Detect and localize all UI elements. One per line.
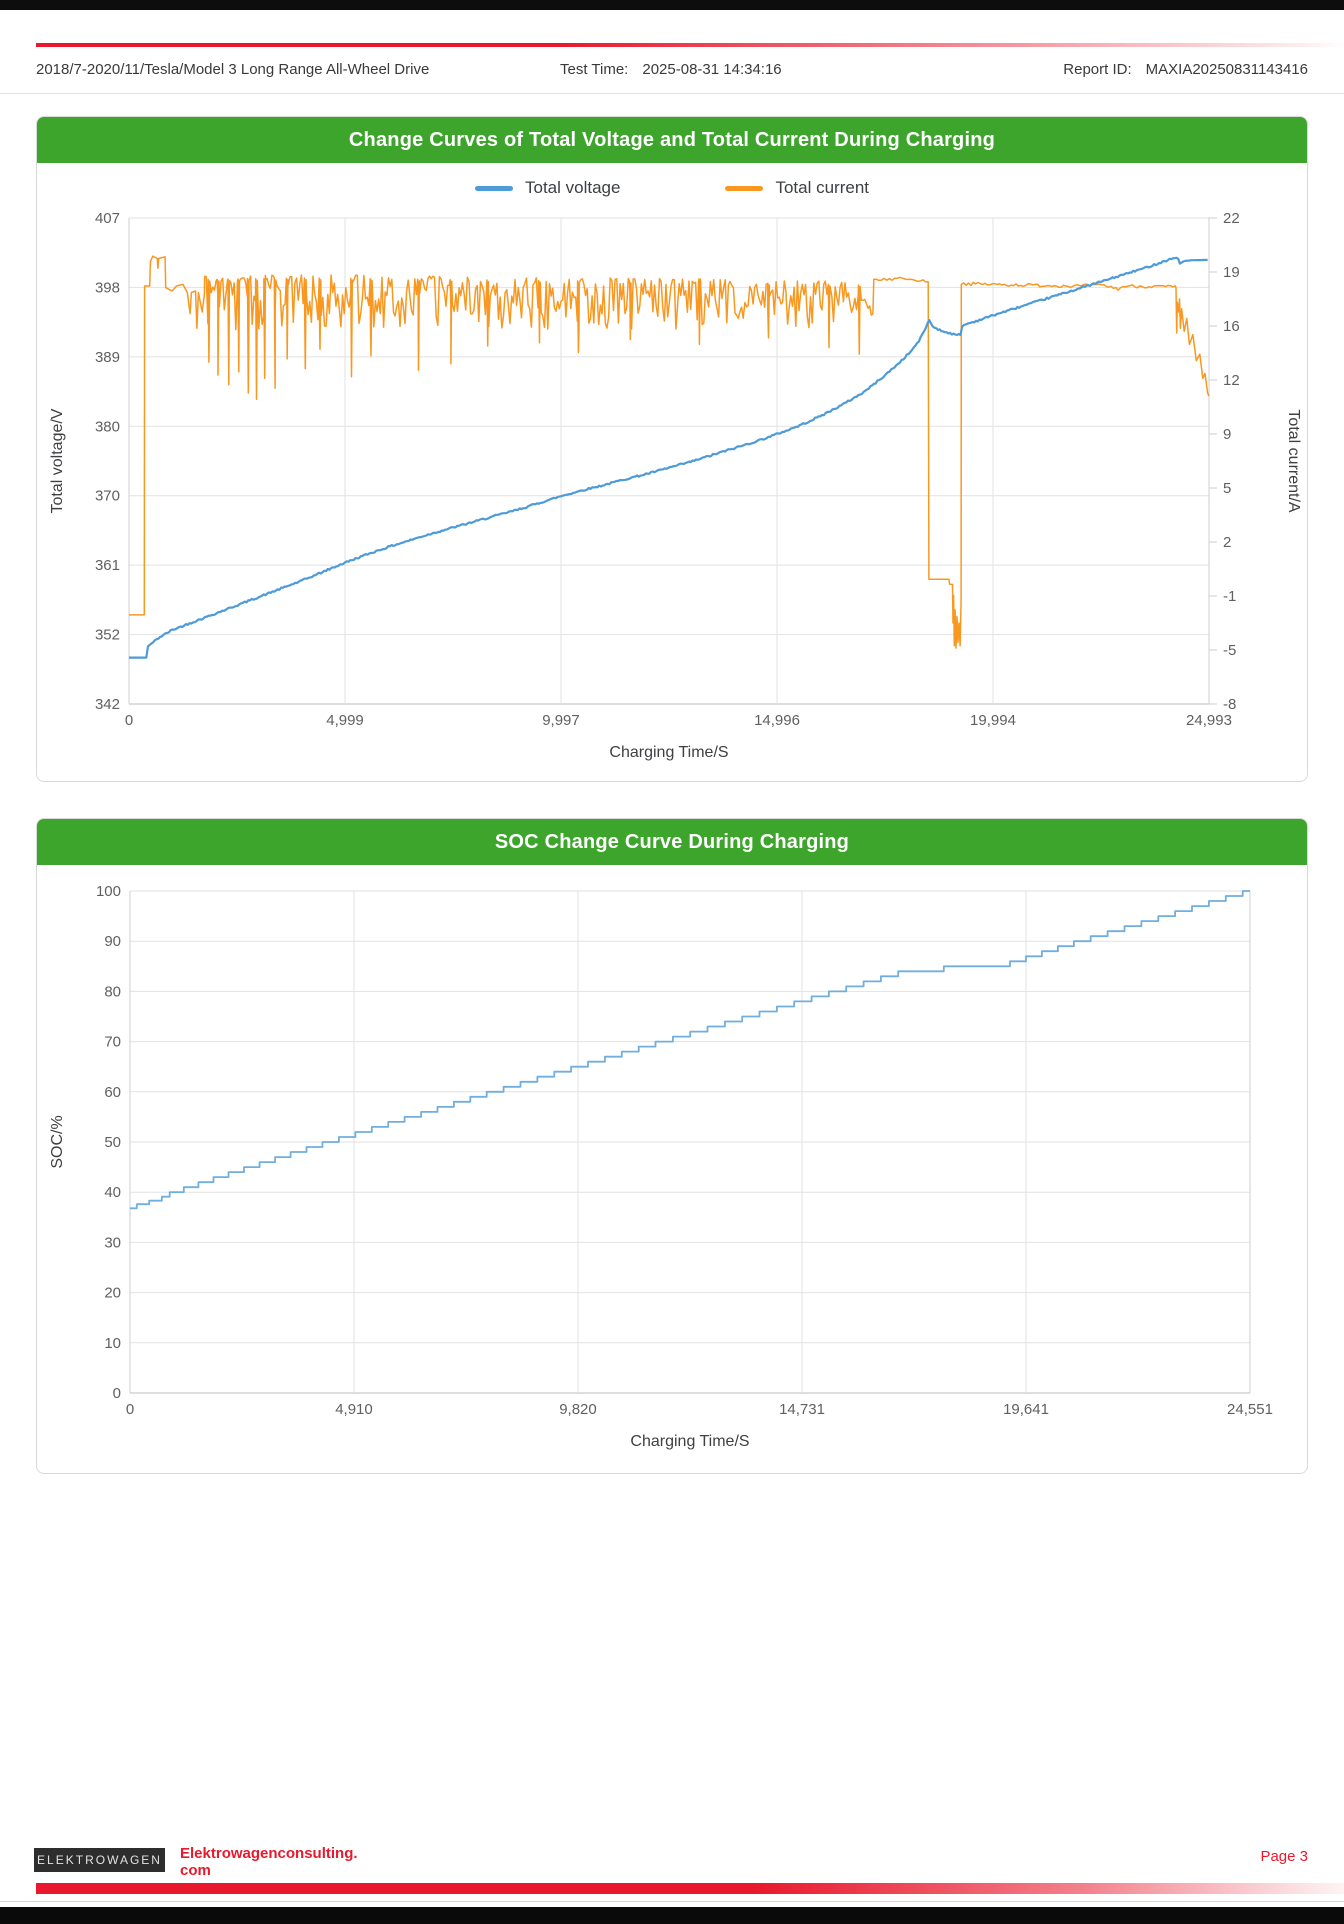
y-right-tick-label: 19 <box>1223 264 1240 281</box>
test-time-label: Test Time: <box>560 61 629 78</box>
report-id-label: Report ID: <box>1063 61 1132 78</box>
y-tick-label: 10 <box>104 1335 121 1352</box>
current-legend-label: Total current <box>775 178 869 197</box>
soc-series-path <box>130 890 1250 1210</box>
y-tick-label: 0 <box>113 1385 121 1402</box>
y-right-tick-label: 16 <box>1223 318 1240 335</box>
x-tick-label: 19,994 <box>970 712 1016 729</box>
x-tick-label: 0 <box>125 712 133 729</box>
test-time-value: 2025-08-31 14:34:16 <box>642 61 782 78</box>
y-tick-label: 90 <box>104 933 121 950</box>
y-left-tick-label: 370 <box>95 488 120 505</box>
current-legend-swatch <box>725 185 764 191</box>
test-time: Test Time: 2025-08-31 14:34:16 <box>560 61 782 78</box>
legend-item-total-current: Total current <box>725 178 869 198</box>
x-tick-label: 9,820 <box>559 1401 597 1418</box>
y-left-axis-title: Total voltage/V <box>49 408 66 513</box>
page-number: Page 3 <box>1260 1848 1308 1865</box>
footer-divider <box>0 1901 1344 1902</box>
soc-chart-card: SOC Change Curve During Charging 100 90 80… <box>36 818 1308 1474</box>
y-right-tick-label: -1 <box>1223 588 1236 605</box>
bottom-red-accent-line <box>36 1883 1344 1894</box>
y-left-tick-label: 407 <box>95 210 120 227</box>
x-tick-label: 4,999 <box>326 712 364 729</box>
y-tick-label: 20 <box>104 1285 121 1302</box>
legend-item-total-voltage: Total voltage <box>475 178 620 198</box>
y-left-tick-label: 342 <box>95 696 120 713</box>
report-header: 2018/7-2020/11/Tesla/Model 3 Long Range … <box>0 61 1344 81</box>
y-right-tick-label: -5 <box>1223 642 1236 659</box>
x-axis-title: Charging Time/S <box>630 1433 749 1450</box>
y-right-axis-title: Total current/A <box>1285 409 1302 512</box>
y-left-tick-label: 361 <box>95 557 120 574</box>
voltage-current-chart-svg: 407 398 389 380 370 361 352 342 0 4,999 9,997 14,99… <box>49 210 1302 761</box>
chart1-legend: Total voltage Total current <box>37 175 1307 201</box>
x-tick-label: 9,997 <box>542 712 580 729</box>
chart2-title: SOC Change Curve During Charging <box>37 819 1307 865</box>
top-black-bar <box>0 0 1344 10</box>
y-tick-label: 50 <box>104 1134 121 1151</box>
report-id-value: MAXIA20250831143416 <box>1145 61 1308 78</box>
y-right-tick-label: -8 <box>1223 696 1236 713</box>
voltage-current-chart-card: Change Curves of Total Voltage and Total… <box>36 116 1308 782</box>
y-left-tick-label: 352 <box>95 627 120 644</box>
y-left-tick-label: 380 <box>95 418 120 435</box>
y-left-tick-label: 398 <box>95 279 120 296</box>
y-right-tick-label: 12 <box>1223 372 1240 389</box>
y-tick-label: 80 <box>104 983 121 1000</box>
y-tick-label: 70 <box>104 1034 121 1051</box>
header-divider <box>0 93 1344 94</box>
y-tick-label: 40 <box>104 1184 121 1201</box>
report-id: Report ID: MAXIA20250831143416 <box>1063 61 1308 78</box>
y-tick-label: 30 <box>104 1234 121 1251</box>
footer-site-line1: Elektrowagenconsulting. <box>180 1845 358 1862</box>
x-tick-label: 0 <box>126 1401 134 1418</box>
x-tick-label: 19,641 <box>1003 1401 1049 1418</box>
y-right-tick-label: 2 <box>1223 534 1231 551</box>
vehicle-info: 2018/7-2020/11/Tesla/Model 3 Long Range … <box>36 61 430 78</box>
brand-badge: ELEKTROWAGEN <box>34 1848 165 1872</box>
y-right-tick-label: 9 <box>1223 426 1231 443</box>
x-tick-label: 14,996 <box>754 712 800 729</box>
voltage-legend-swatch <box>475 185 513 191</box>
x-tick-label: 24,993 <box>1186 712 1232 729</box>
top-red-accent-line <box>36 43 1344 47</box>
y-right-tick-label: 22 <box>1223 210 1240 227</box>
x-tick-label: 14,731 <box>779 1401 825 1418</box>
x-tick-label: 4,910 <box>335 1401 373 1418</box>
chart1-title: Change Curves of Total Voltage and Total… <box>37 117 1307 163</box>
footer-site-line2: com <box>180 1862 211 1879</box>
x-tick-label: 24,551 <box>1227 1401 1273 1418</box>
voltage-legend-label: Total voltage <box>525 178 621 197</box>
y-tick-label: 100 <box>96 883 121 900</box>
y-left-tick-label: 389 <box>95 349 120 366</box>
y-tick-label: 60 <box>104 1084 121 1101</box>
footer-site: Elektrowagenconsulting. com <box>180 1845 480 1879</box>
current-series-path <box>129 255 1210 649</box>
x-axis-title: Charging Time/S <box>609 744 728 761</box>
voltage-series-path <box>129 256 1208 659</box>
y-axis-title: SOC/% <box>49 1115 66 1168</box>
bottom-black-bar <box>0 1907 1344 1924</box>
y-right-tick-label: 5 <box>1223 480 1231 497</box>
